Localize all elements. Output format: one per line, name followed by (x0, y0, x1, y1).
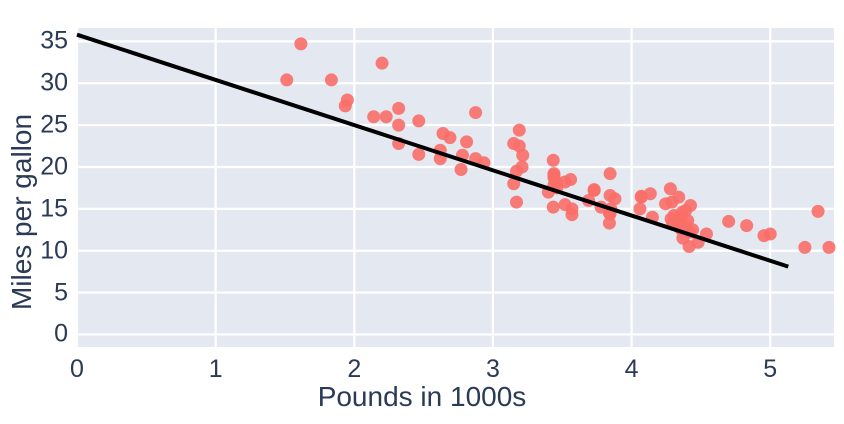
scatter-point (454, 162, 468, 176)
scatter-point (757, 229, 771, 243)
scatter-point (643, 187, 657, 201)
x-tick-label: 5 (763, 355, 778, 383)
y-tick-label: 25 (40, 110, 68, 139)
scatter-point (392, 101, 406, 115)
scatter-point (375, 56, 389, 70)
scatter-point (412, 147, 426, 161)
scatter-point (603, 188, 617, 202)
scatter-point (546, 200, 560, 214)
scatter-point (280, 73, 294, 87)
x-tick-label: 0 (70, 355, 84, 383)
scatter-point (512, 139, 526, 153)
x-tick-label: 2 (347, 355, 362, 383)
scatter-point (469, 106, 483, 120)
scatter-point (663, 182, 677, 196)
scatter-point (443, 131, 457, 145)
scatter-point (798, 240, 812, 254)
x-tick-label: 1 (208, 355, 223, 383)
scatter-point (512, 123, 526, 137)
scatter-point (722, 214, 736, 228)
scatter-point (682, 240, 696, 254)
plot-area (75, 28, 836, 347)
x-tick-label: 4 (624, 355, 639, 383)
scatter-point (510, 195, 524, 209)
scatter-point (603, 167, 617, 181)
y-tick-label: 5 (54, 278, 68, 307)
x-axis-title: Pounds in 1000s (317, 381, 527, 412)
scatter-point (367, 110, 381, 124)
scatter-point (324, 73, 338, 87)
y-tick-label: 10 (40, 236, 68, 265)
scatter-point (811, 204, 825, 218)
scatter-point (558, 175, 572, 189)
x-tick-label: 3 (485, 355, 500, 383)
scatter-point (822, 240, 836, 254)
scatter-point (672, 190, 686, 204)
scatter-point (546, 153, 560, 167)
y-tick-label: 35 (40, 26, 68, 55)
scatter-point (633, 202, 647, 216)
scatter-point (507, 177, 521, 191)
data-layer (76, 32, 836, 269)
scatter-point (379, 110, 393, 124)
regression-line (76, 32, 789, 269)
scatter-point (340, 93, 354, 107)
scatter-point (587, 183, 601, 197)
scatter-point (294, 37, 308, 51)
scatter-point (740, 219, 754, 233)
y-tick-label: 20 (40, 152, 68, 181)
y-tick-label: 30 (40, 68, 68, 97)
scatter-point (547, 168, 561, 182)
scatter-point (675, 205, 689, 219)
scatter-point (565, 202, 579, 216)
scatter-point (460, 135, 474, 149)
scatter-point (510, 164, 524, 178)
y-tick-label: 15 (40, 194, 68, 223)
scatter-point (392, 118, 406, 132)
scatter-point (412, 114, 426, 128)
y-tick-label: 0 (54, 319, 68, 348)
